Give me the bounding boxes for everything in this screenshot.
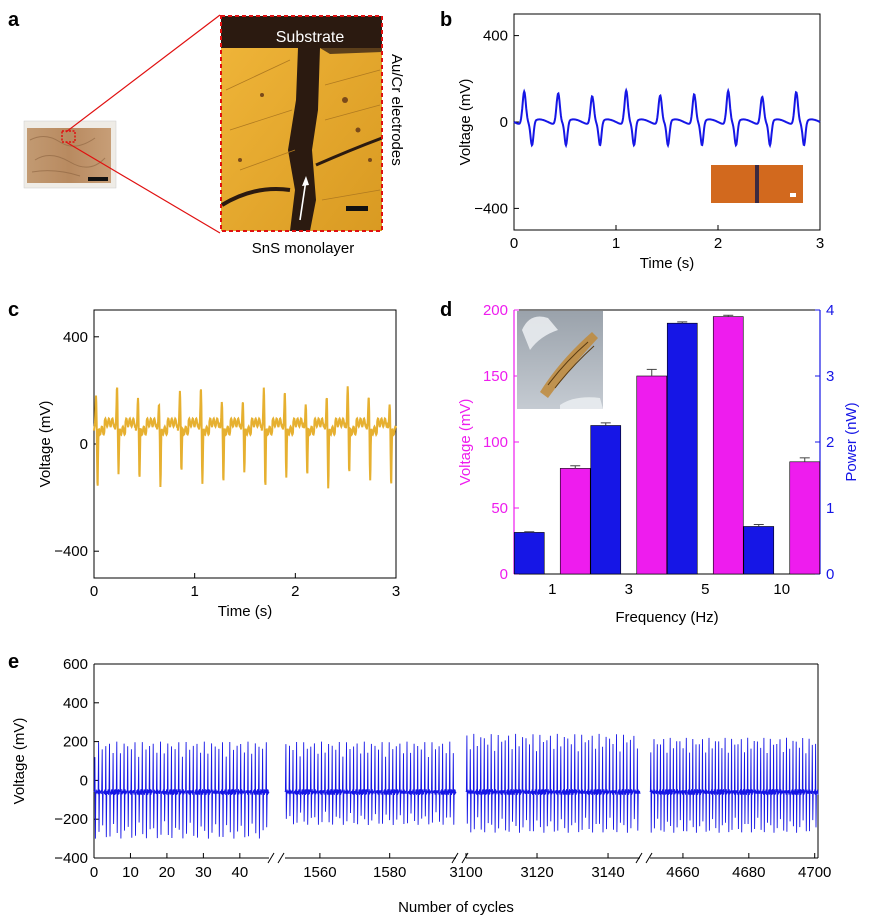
y-tick-label: −400 [474, 200, 508, 217]
axis-break-mark [461, 852, 469, 864]
electrode-label: Au/Cr electrodes [388, 54, 405, 166]
y-tick-label: 400 [63, 695, 88, 712]
y-right-tick-label: 1 [826, 500, 834, 517]
x-tick-label: 40 [231, 864, 248, 881]
x-tick-label: 0 [90, 864, 98, 881]
bar-voltage [559, 468, 591, 575]
monolayer-label: SnS monolayer [252, 240, 355, 257]
x-tick-label: 1 [612, 235, 620, 252]
micrograph-frame [220, 15, 383, 232]
x-tick-label: 10 [122, 864, 139, 881]
x-axis-label: Number of cycles [398, 899, 514, 916]
panel-d-letter: d [440, 299, 452, 321]
y-axis-label: Voltage (mV) [37, 401, 54, 488]
y-tick-label: −400 [54, 850, 88, 867]
x-tick-label: 3120 [520, 864, 553, 881]
axis-break-mark [645, 852, 653, 864]
x-tick-label: 3140 [591, 864, 624, 881]
y-tick-label: 0 [80, 772, 88, 789]
bar-power [743, 526, 775, 575]
x-tick-label: 0 [510, 235, 518, 252]
x-tick-label: 1580 [373, 864, 406, 881]
panel-e-letter: e [8, 651, 19, 673]
y-right-tick-label: 2 [826, 434, 834, 451]
voltage-trace-b [513, 87, 821, 149]
y-right-tick-label: 4 [826, 302, 834, 319]
panel-c-letter: c [8, 299, 19, 321]
cycle-trace-segment [465, 733, 641, 833]
y-left-tick-label: 0 [500, 566, 508, 583]
x-tick-label: 4660 [666, 864, 699, 881]
inset-strip-image [711, 165, 803, 203]
cycle-trace-segment [284, 741, 457, 826]
x-tick-label: 1 [548, 581, 556, 598]
y-axis-label: Voltage (mV) [11, 718, 28, 805]
cycle-trace-segment [93, 741, 270, 839]
axis-break-mark [277, 852, 285, 864]
y-tick-label: −400 [54, 543, 88, 560]
panel-b-letter: b [440, 9, 452, 31]
bar-power [590, 425, 622, 575]
x-tick-label: 20 [159, 864, 176, 881]
x-tick-label: 4700 [798, 864, 831, 881]
x-tick-label: 3 [625, 581, 633, 598]
y-tick-label: 200 [63, 734, 88, 751]
x-axis-label: Frequency (Hz) [615, 609, 718, 626]
y-left-tick-label: 100 [483, 434, 508, 451]
x-tick-label: 3 [392, 583, 400, 600]
substrate-label: Substrate [276, 29, 345, 46]
x-tick-label: 3 [816, 235, 824, 252]
axis-break-mark [451, 852, 459, 864]
x-tick-label: 1 [190, 583, 198, 600]
inset-bent-device-photo [517, 311, 603, 409]
chart-c: 400 0 −400 0 1 2 3 Time (s) Voltage (mV) [37, 309, 400, 620]
y-tick-label: −200 [54, 811, 88, 828]
x-axis-label: Time (s) [640, 255, 694, 272]
y-right-tick-label: 3 [826, 368, 834, 385]
zoom-line-bottom [65, 141, 221, 234]
y-tick-label: 600 [63, 656, 88, 673]
axis-break-mark [635, 852, 643, 864]
x-tick-label: 30 [195, 864, 212, 881]
y-tick-label: 0 [500, 114, 508, 131]
panel-a-letter: a [8, 9, 20, 31]
device-photo [23, 120, 117, 189]
y-left-tick-label: 150 [483, 368, 508, 385]
chart-b: 400 0 −400 0 1 2 3 Time (s) Voltage (mV) [457, 13, 824, 272]
bar-power [666, 322, 698, 575]
arrow-icon [299, 176, 309, 221]
y-left-tick-label: 50 [491, 500, 508, 517]
x-tick-label: 3100 [449, 864, 482, 881]
chart-d: 0 50 100 150 200 0 1 2 3 4 1 3 5 10 Frequency (Hz) Volt… [457, 302, 860, 626]
y-tick-label: 400 [483, 28, 508, 45]
voltage-trace-c [93, 386, 397, 489]
y-tick-label: 400 [63, 329, 88, 346]
y-right-tick-label: 0 [826, 566, 834, 583]
photo-scale-bar [88, 177, 108, 181]
x-tick-label: 2 [714, 235, 722, 252]
y-right-axis-label: Power (nW) [843, 402, 860, 481]
x-axis-label: Time (s) [218, 603, 272, 620]
x-tick-label: 0 [90, 583, 98, 600]
cycle-trace-segment [649, 737, 819, 833]
x-tick-label: 1560 [303, 864, 336, 881]
y-left-axis-label: Voltage (mV) [457, 399, 474, 486]
bar-voltage [789, 461, 821, 575]
axis-break-mark [267, 852, 275, 864]
bar-voltage [636, 375, 668, 575]
bar-voltage [712, 316, 744, 575]
zoom-line-top [65, 14, 221, 133]
x-tick-label: 5 [701, 581, 709, 598]
micrograph-scale-bar [346, 206, 368, 211]
y-axis-label: Voltage (mV) [457, 79, 474, 166]
x-tick-label: 2 [291, 583, 299, 600]
zoom-box [61, 130, 76, 143]
y-left-tick-label: 200 [483, 302, 508, 319]
bar-power [513, 532, 545, 575]
micrograph [220, 16, 383, 231]
x-tick-label: 4680 [732, 864, 765, 881]
x-tick-label: 10 [773, 581, 790, 598]
y-tick-label: 0 [80, 436, 88, 453]
